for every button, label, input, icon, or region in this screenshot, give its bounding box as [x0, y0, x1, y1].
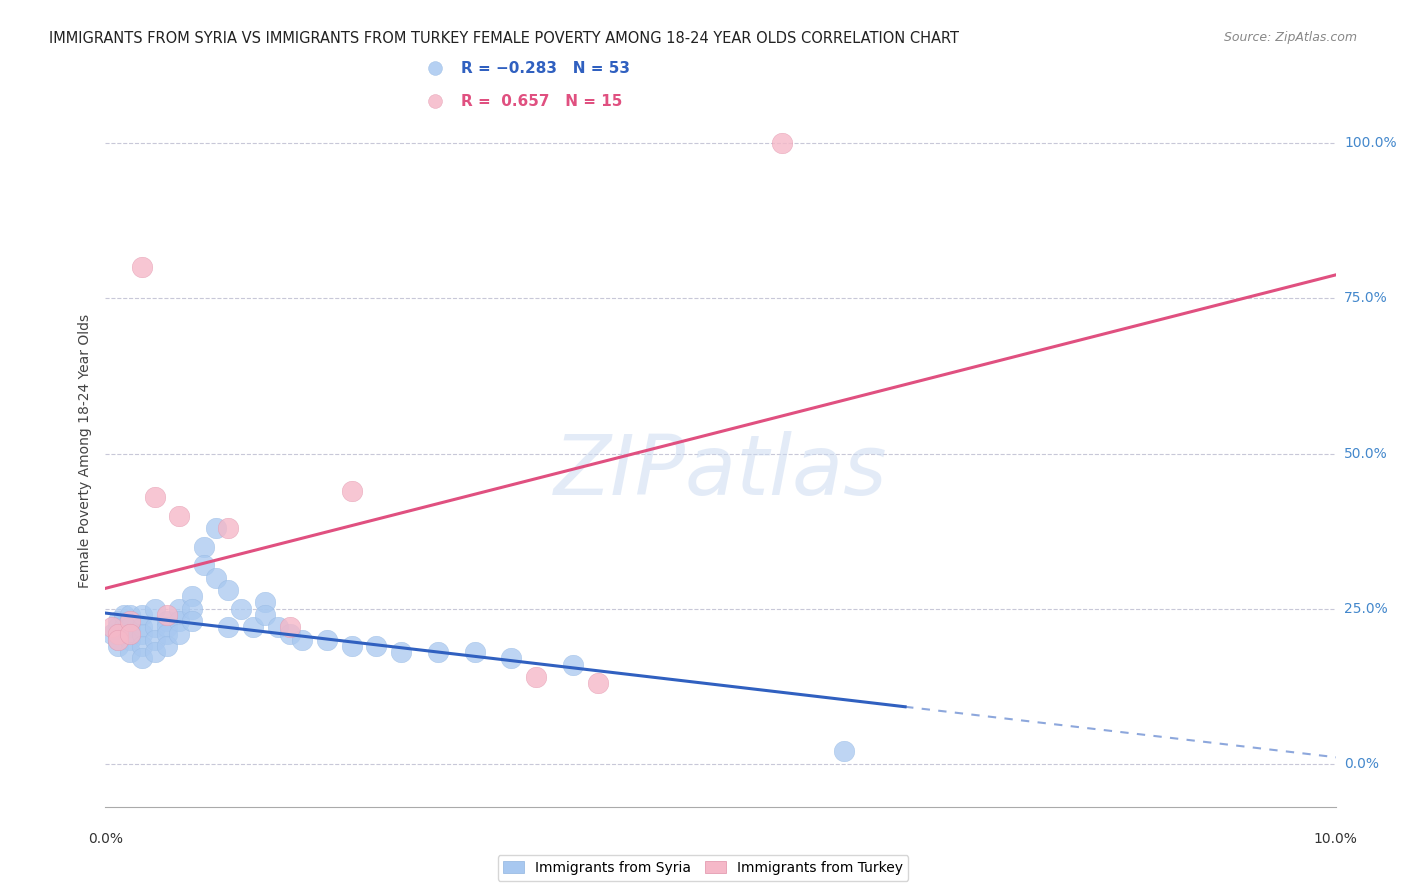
Point — [120, 626, 141, 640]
Point — [770, 136, 793, 151]
Point — [586, 676, 609, 690]
Point — [267, 620, 290, 634]
Point — [254, 595, 277, 609]
Point — [218, 521, 240, 535]
Text: 25.0%: 25.0% — [1344, 602, 1388, 615]
Point — [143, 632, 166, 647]
Point — [100, 620, 122, 634]
Point — [143, 620, 166, 634]
Point — [278, 626, 301, 640]
Point — [426, 645, 449, 659]
Point — [120, 614, 141, 628]
Point — [423, 94, 446, 108]
Point — [131, 651, 153, 665]
Point — [562, 657, 585, 672]
Point — [107, 614, 129, 628]
Point — [120, 645, 141, 659]
Point — [107, 626, 129, 640]
Point — [107, 632, 129, 647]
Text: ZIPatlas: ZIPatlas — [554, 432, 887, 512]
Point — [120, 620, 141, 634]
Point — [524, 670, 547, 684]
Legend: Immigrants from Syria, Immigrants from Turkey: Immigrants from Syria, Immigrants from T… — [498, 855, 908, 880]
Point — [131, 607, 153, 622]
Point — [169, 626, 191, 640]
Text: IMMIGRANTS FROM SYRIA VS IMMIGRANTS FROM TURKEY FEMALE POVERTY AMONG 18-24 YEAR : IMMIGRANTS FROM SYRIA VS IMMIGRANTS FROM… — [49, 31, 959, 46]
Point — [143, 645, 166, 659]
Point — [193, 558, 215, 573]
Point — [156, 614, 179, 628]
Point — [156, 607, 179, 622]
Point — [120, 626, 141, 640]
Text: 50.0%: 50.0% — [1344, 447, 1388, 460]
Point — [100, 626, 122, 640]
Point — [389, 645, 412, 659]
Point — [156, 620, 179, 634]
Point — [131, 639, 153, 653]
Point — [131, 260, 153, 275]
Point — [242, 620, 264, 634]
Point — [156, 626, 179, 640]
Point — [464, 645, 486, 659]
Point — [832, 744, 855, 758]
Point — [120, 632, 141, 647]
Text: 100.0%: 100.0% — [1344, 136, 1396, 150]
Point — [107, 632, 129, 647]
Point — [315, 632, 337, 647]
Point — [229, 601, 252, 615]
Point — [501, 651, 523, 665]
Point — [131, 626, 153, 640]
Point — [218, 620, 240, 634]
Point — [423, 62, 446, 76]
Point — [169, 508, 191, 523]
Point — [291, 632, 314, 647]
Point — [169, 601, 191, 615]
Point — [143, 490, 166, 504]
Text: 10.0%: 10.0% — [1313, 832, 1358, 847]
Point — [193, 540, 215, 554]
Point — [180, 601, 202, 615]
Point — [156, 639, 179, 653]
Text: Source: ZipAtlas.com: Source: ZipAtlas.com — [1223, 31, 1357, 45]
Point — [340, 483, 363, 498]
Point — [120, 607, 141, 622]
Text: 0.0%: 0.0% — [1344, 756, 1379, 771]
Point — [107, 620, 129, 634]
Y-axis label: Female Poverty Among 18-24 Year Olds: Female Poverty Among 18-24 Year Olds — [79, 313, 93, 588]
Point — [107, 639, 129, 653]
Point — [180, 614, 202, 628]
Text: R =  0.657   N = 15: R = 0.657 N = 15 — [461, 94, 623, 109]
Text: 0.0%: 0.0% — [89, 832, 122, 847]
Point — [112, 607, 135, 622]
Text: 75.0%: 75.0% — [1344, 292, 1388, 305]
Point — [340, 639, 363, 653]
Point — [131, 620, 153, 634]
Point — [218, 583, 240, 598]
Point — [278, 620, 301, 634]
Point — [143, 601, 166, 615]
Text: R = −0.283   N = 53: R = −0.283 N = 53 — [461, 61, 630, 76]
Point — [205, 571, 228, 585]
Point — [169, 614, 191, 628]
Point — [112, 620, 135, 634]
Point — [180, 589, 202, 603]
Point — [205, 521, 228, 535]
Point — [254, 607, 277, 622]
Point — [364, 639, 387, 653]
